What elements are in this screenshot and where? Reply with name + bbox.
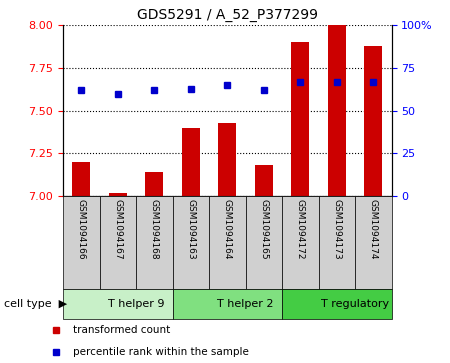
Text: GSM1094165: GSM1094165 <box>259 199 268 260</box>
Text: GSM1094174: GSM1094174 <box>369 199 378 259</box>
Text: GSM1094164: GSM1094164 <box>223 199 232 259</box>
Text: GSM1094166: GSM1094166 <box>77 199 86 260</box>
Bar <box>246 196 282 289</box>
Bar <box>282 196 319 289</box>
Bar <box>172 196 209 289</box>
Bar <box>182 128 200 196</box>
Bar <box>328 25 346 196</box>
Bar <box>72 162 90 196</box>
Title: GDS5291 / A_52_P377299: GDS5291 / A_52_P377299 <box>137 8 318 22</box>
Text: percentile rank within the sample: percentile rank within the sample <box>73 347 249 357</box>
Text: GSM1094172: GSM1094172 <box>296 199 305 259</box>
Bar <box>355 196 392 289</box>
Text: cell type  ▶: cell type ▶ <box>4 299 68 309</box>
Bar <box>291 42 310 196</box>
Text: GSM1094163: GSM1094163 <box>186 199 195 260</box>
Bar <box>218 123 236 196</box>
Text: T regulatory: T regulatory <box>321 299 389 309</box>
Bar <box>364 46 382 196</box>
Bar <box>319 196 355 289</box>
Bar <box>145 172 163 196</box>
Bar <box>255 165 273 196</box>
Bar <box>99 196 136 289</box>
Text: GSM1094168: GSM1094168 <box>150 199 159 260</box>
Bar <box>209 196 246 289</box>
Text: GSM1094167: GSM1094167 <box>113 199 122 260</box>
Text: T helper 2: T helper 2 <box>217 299 274 309</box>
Text: T helper 9: T helper 9 <box>108 299 164 309</box>
Bar <box>63 289 172 319</box>
Text: GSM1094173: GSM1094173 <box>332 199 341 260</box>
Text: transformed count: transformed count <box>73 325 171 335</box>
Bar <box>282 289 392 319</box>
Bar <box>172 289 282 319</box>
Bar <box>108 193 127 196</box>
Bar <box>63 196 99 289</box>
Bar <box>136 196 172 289</box>
